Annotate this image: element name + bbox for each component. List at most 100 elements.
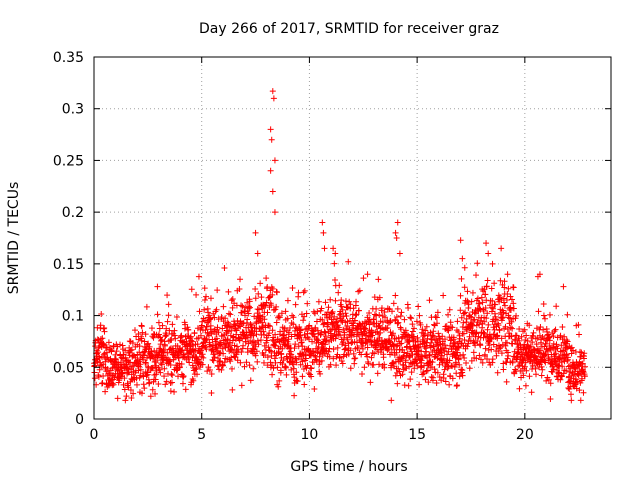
data-point <box>582 363 589 370</box>
x-tick-label: 5 <box>197 427 206 443</box>
data-point <box>243 359 250 366</box>
data-point <box>99 335 106 342</box>
data-point <box>308 365 315 372</box>
data-point <box>484 326 491 333</box>
data-point <box>376 361 383 368</box>
data-point <box>201 297 208 304</box>
data-point <box>398 340 405 347</box>
data-point <box>108 372 115 379</box>
data-point <box>501 284 508 291</box>
data-point <box>308 373 315 380</box>
data-point <box>449 375 456 382</box>
data-point <box>454 344 461 351</box>
data-point <box>225 310 232 317</box>
data-point <box>238 302 245 309</box>
data-point <box>397 313 404 320</box>
data-point <box>422 327 429 334</box>
data-point <box>469 322 476 329</box>
data-point <box>493 352 500 359</box>
data-point <box>510 305 517 312</box>
x-tick-label: 0 <box>90 427 99 443</box>
data-point <box>547 380 554 387</box>
data-point <box>254 250 261 257</box>
data-point <box>406 363 413 370</box>
data-point <box>262 346 269 353</box>
data-point <box>393 343 400 350</box>
data-point <box>446 381 453 388</box>
data-point <box>476 321 483 328</box>
plot-frame <box>93 56 612 420</box>
data-point <box>326 353 333 360</box>
data-point <box>413 360 420 367</box>
data-point <box>563 367 570 374</box>
data-point <box>244 316 251 323</box>
data-point <box>542 359 549 366</box>
data-point <box>568 344 575 351</box>
data-point <box>536 332 543 339</box>
data-point <box>178 347 185 354</box>
data-point <box>120 351 127 358</box>
data-point <box>474 295 481 302</box>
data-point <box>318 357 325 364</box>
data-point <box>499 315 506 322</box>
data-point <box>492 301 499 308</box>
data-point <box>481 318 488 325</box>
data-point <box>541 315 548 322</box>
data-point <box>374 370 381 377</box>
data-point <box>120 381 127 388</box>
data-point <box>311 352 318 359</box>
data-point <box>359 370 366 377</box>
data-point <box>411 365 418 372</box>
data-point <box>526 373 533 380</box>
data-point <box>210 357 217 364</box>
x-tick-label: 15 <box>408 427 426 443</box>
data-point <box>309 338 316 345</box>
data-point <box>350 350 357 357</box>
data-point <box>423 348 430 355</box>
data-point <box>97 359 104 366</box>
data-point <box>282 363 289 370</box>
data-point <box>579 360 586 367</box>
data-point <box>271 355 278 362</box>
data-point <box>102 388 109 395</box>
data-point <box>558 342 565 349</box>
data-point <box>459 367 466 374</box>
data-point <box>304 362 311 369</box>
data-point <box>148 325 155 332</box>
grid-lines <box>94 57 611 419</box>
data-point <box>172 335 179 342</box>
data-point <box>270 365 277 372</box>
data-point <box>550 363 557 370</box>
data-point <box>554 345 561 352</box>
data-point <box>362 325 369 332</box>
data-point <box>563 337 570 344</box>
data-point <box>466 313 473 320</box>
data-point <box>550 333 557 340</box>
data-point <box>411 325 418 332</box>
data-point <box>505 285 512 292</box>
data-point <box>178 360 185 367</box>
data-point <box>460 330 467 337</box>
data-point <box>194 341 201 348</box>
data-point <box>405 332 412 339</box>
data-point <box>325 304 332 311</box>
data-point <box>532 355 539 362</box>
data-point <box>560 283 567 290</box>
data-point <box>264 309 271 316</box>
data-point <box>203 346 210 353</box>
data-point <box>459 372 466 379</box>
data-point <box>520 372 527 379</box>
data-point <box>576 387 583 394</box>
data-point <box>506 330 513 337</box>
data-point <box>234 317 241 324</box>
data-point <box>233 343 240 350</box>
data-point <box>461 310 468 317</box>
data-point <box>493 317 500 324</box>
data-point <box>209 342 216 349</box>
data-point <box>305 370 312 377</box>
data-point <box>117 359 124 366</box>
data-point <box>546 311 553 318</box>
data-point <box>393 313 400 320</box>
data-point <box>455 344 462 351</box>
data-point <box>441 366 448 373</box>
